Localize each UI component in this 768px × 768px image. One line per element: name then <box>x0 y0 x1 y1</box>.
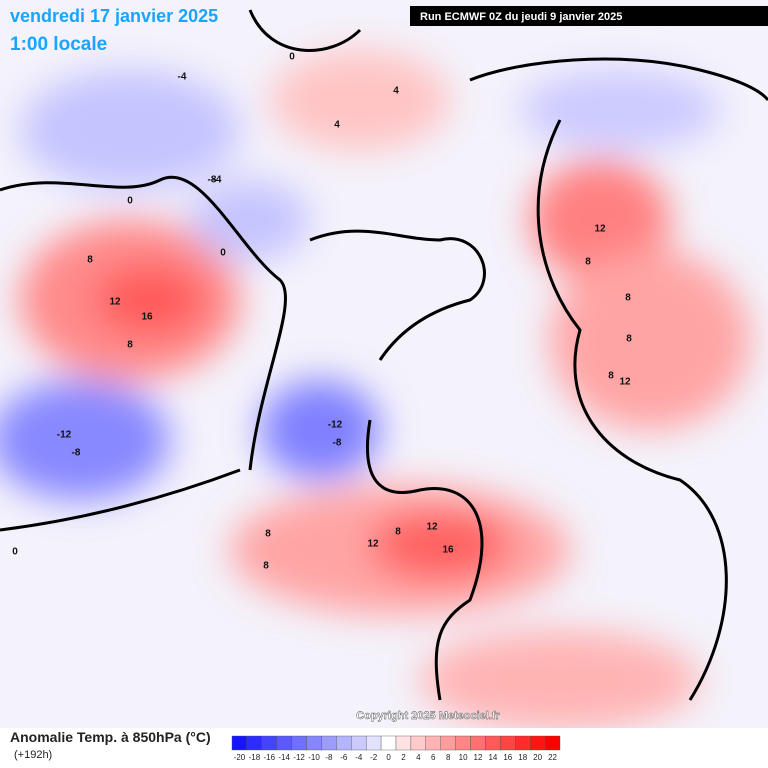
contour-label: 0 <box>289 52 295 63</box>
colorbar-swatch <box>410 735 427 751</box>
colorbar-swatch <box>336 735 352 751</box>
colorbar-label: 14 <box>488 753 497 762</box>
contour-label: 8 <box>625 293 631 304</box>
colorbar-swatch <box>351 735 367 751</box>
colorbar-swatch <box>470 735 486 751</box>
contour-label: 4 <box>334 120 340 131</box>
colorbar-swatch <box>515 735 531 751</box>
run-banner <box>410 6 768 26</box>
colorbar-swatch <box>231 735 248 751</box>
colorbar-label: 10 <box>459 753 468 762</box>
colorbar-label: 20 <box>533 753 542 762</box>
colorbar-label: 16 <box>503 753 512 762</box>
colorbar-label: 8 <box>446 753 451 762</box>
lead-label: (+192h) <box>14 749 52 761</box>
contour-label: 4 <box>393 86 399 97</box>
contour-label: 8 <box>585 257 591 268</box>
contour-label: 12 <box>367 539 379 550</box>
contour-label: 8 <box>127 340 133 351</box>
contour-label: 0 <box>12 547 18 558</box>
contour-label: 16 <box>141 312 153 323</box>
colorbar-label: -10 <box>308 753 320 762</box>
contour-label: 12 <box>594 224 606 235</box>
colorbar-label: 0 <box>386 753 391 762</box>
colorbar-label: -20 <box>234 753 246 762</box>
subtitle: 1:00 locale <box>10 34 107 55</box>
colorbar-swatch <box>246 735 263 751</box>
colorbar-swatch <box>380 735 397 751</box>
colorbar-label: 4 <box>416 753 421 762</box>
copyright: Copyright 2025 Meteociel.fr <box>356 710 500 722</box>
contour-label: 8 <box>265 529 271 540</box>
colorbar-label: -12 <box>293 753 305 762</box>
colorbar-swatch <box>455 735 471 751</box>
colorbar-label: 12 <box>474 753 483 762</box>
colorbar-label: 2 <box>401 753 406 762</box>
contour-label: -4 <box>178 72 187 83</box>
anomaly-field <box>0 50 750 730</box>
colorbar-swatch <box>395 735 412 751</box>
colorbar-label: 22 <box>548 753 557 762</box>
contour-label: 0 <box>220 248 226 259</box>
contour-label: -12 <box>328 420 343 431</box>
contour-label: 8 <box>87 255 93 266</box>
colorbar-label: -18 <box>249 753 261 762</box>
colorbar-swatch <box>529 735 546 751</box>
colorbar-swatch <box>306 735 322 751</box>
run-text: Run ECMWF 0Z du jeudi 9 janvier 2025 <box>420 11 622 23</box>
colorbar: -20 -18 -16 -14 -12 -10 -8 -6 -4 -2 0 2 4 6 8 10 12 14 16 1… <box>231 735 561 762</box>
colorbar-label: -8 <box>325 753 333 762</box>
colorbar-swatch <box>365 735 382 751</box>
contour-label: -8 <box>333 438 342 449</box>
title: vendredi 17 janvier 2025 <box>10 6 218 26</box>
contour-label: 8 <box>395 527 401 538</box>
contour-label: 12 <box>426 522 438 533</box>
colorbar-swatch <box>261 735 277 751</box>
colorbar-label: -16 <box>263 753 275 762</box>
colorbar-swatch <box>500 735 516 751</box>
contour-label: 8 <box>263 561 269 572</box>
colorbar-label: -6 <box>340 753 348 762</box>
contour-label: 12 <box>109 297 121 308</box>
colorbar-label: -2 <box>370 753 378 762</box>
contour-label: 0 <box>127 196 133 207</box>
colorbar-swatch <box>425 735 441 751</box>
colorbar-label: -14 <box>278 753 290 762</box>
zero-contours <box>0 9 768 701</box>
colorbar-swatch <box>321 735 337 751</box>
colorbar-swatch <box>544 735 561 751</box>
contour-label: -8 <box>208 175 217 186</box>
colorbar-swatch <box>440 735 456 751</box>
contour-label: -4 <box>213 175 222 186</box>
contour-label: 12 <box>619 377 631 388</box>
contour-label: -12 <box>57 430 72 441</box>
colorbar-swatch <box>291 735 307 751</box>
colorbar-swatch <box>485 735 501 751</box>
contour-label: 8 <box>626 334 632 345</box>
contour-label: -8 <box>72 448 81 459</box>
colorbar-label: 18 <box>518 753 527 762</box>
colorbar-label: -4 <box>355 753 363 762</box>
contour-label: 8 <box>608 371 614 382</box>
variable-label: Anomalie Temp. à 850hPa (°C) <box>10 729 211 745</box>
contour-label: 16 <box>442 545 454 556</box>
map-labels: 121688-12-8-12-8121612812888128-4-4-8440… <box>12 52 632 572</box>
colorbar-label: 6 <box>431 753 436 762</box>
colorbar-swatch <box>276 735 292 751</box>
